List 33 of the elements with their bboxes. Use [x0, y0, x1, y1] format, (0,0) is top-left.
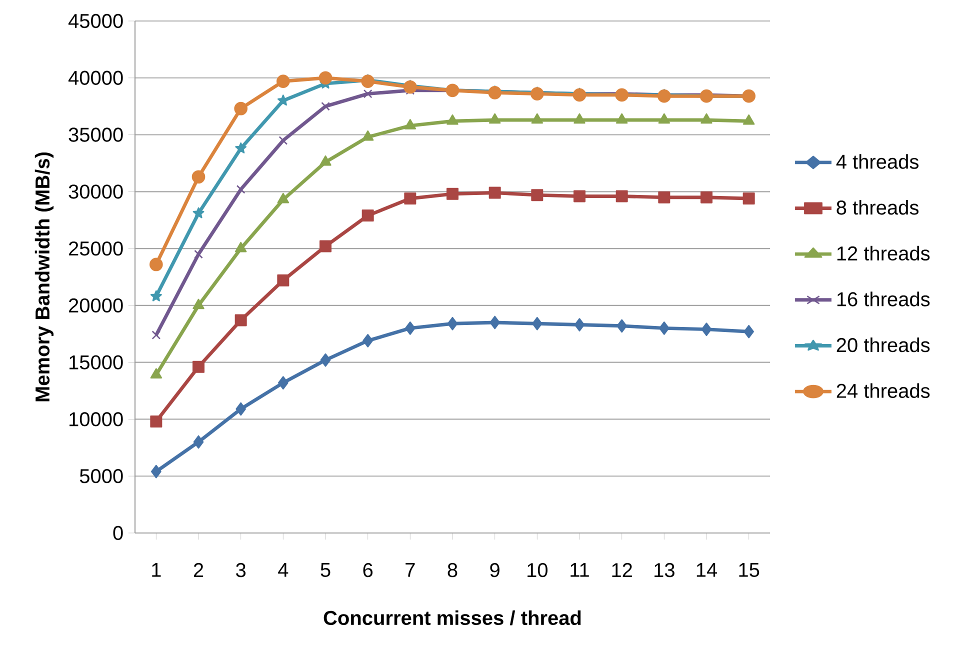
legend-label: 8 threads — [836, 200, 918, 215]
legend-label: 12 threads — [837, 246, 930, 261]
legend-label: 24 threads — [836, 383, 930, 398]
x-tick-label: 7 — [406, 563, 415, 577]
y-tick-label: 25000 — [69, 241, 123, 256]
y-tick-label: 30000 — [68, 184, 123, 199]
x-tick-label: 11 — [570, 563, 589, 577]
x-tick-label: 3 — [236, 563, 246, 578]
legend-label: 4 threads — [836, 154, 918, 169]
x-tick-label: 8 — [448, 563, 458, 578]
legend-label: 16 threads — [837, 292, 930, 306]
x-tick-label: 15 — [739, 563, 760, 577]
y-tick-label: 15000 — [70, 355, 123, 370]
x-tick-label: 9 — [490, 563, 500, 578]
y-axis-title: Memory Bandwidth (MB/s) — [34, 152, 54, 402]
y-tick-label: 35000 — [68, 128, 123, 142]
x-tick-label: 6 — [363, 563, 373, 578]
x-axis-title: Concurrent misses / thread — [324, 610, 581, 626]
x-tick-label: 1 — [152, 563, 161, 577]
x-tick-label: 13 — [654, 563, 674, 578]
y-tick-label: 20000 — [69, 298, 123, 313]
y-tick-label: 10000 — [70, 412, 123, 426]
y-tick-label: 0 — [113, 526, 123, 540]
x-tick-label: 12 — [612, 563, 632, 577]
x-tick-label: 5 — [320, 563, 330, 577]
x-tick-label: 4 — [278, 563, 288, 577]
y-tick-label: 5000 — [80, 469, 123, 484]
y-tick-label: 40000 — [68, 70, 123, 85]
x-tick-label: 14 — [696, 563, 718, 577]
x-tick-label: 2 — [194, 563, 204, 577]
x-tick-label: 10 — [528, 563, 548, 578]
legend-label: 20 threads — [836, 337, 930, 352]
y-tick-label: 45000 — [68, 14, 123, 28]
